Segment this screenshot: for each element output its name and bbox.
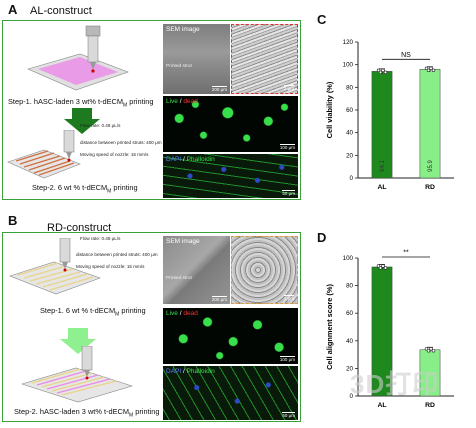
panel-b-step1-label: Step-1. 6 wt % t-dECMM printing	[40, 306, 146, 318]
panel-a-live-dead-image: Live / dead 100 μm	[163, 96, 298, 152]
printer-illustration-a-step1	[27, 25, 129, 91]
panel-b-printed-strut: Printed strut	[166, 276, 192, 281]
panel-a-phalloidin-label: Phalloidin	[186, 156, 215, 163]
panel-d-data-point	[429, 347, 433, 351]
panel-a-sem-zoom: 2 μm	[231, 24, 298, 94]
panel-a-moving-speed: Moving speed of nozzle: 15 mm/s	[80, 152, 149, 157]
panel-b-title: RD-construct	[47, 222, 112, 234]
panel-b-sem-zoom: 2 μm	[231, 236, 298, 304]
printer-illustration-b-step1	[9, 238, 101, 295]
panel-d-category-label: RD	[425, 402, 435, 409]
panel-d-y-tick-label: 60	[346, 310, 353, 317]
panel-c-data-point	[426, 68, 431, 73]
panel-b-live-dead-image: Live / dead 100 μm	[163, 308, 298, 364]
panel-b-step2-label: Step-2. hASC-laden 3 wt% t-dECMM printin…	[14, 407, 160, 419]
panel-d-y-tick-label: 40	[346, 338, 353, 345]
panel-d-data-point	[378, 266, 383, 270]
panel-c-data-point	[431, 68, 436, 73]
panel-b-dapi-phalloidin-image: DAPI / Phalloidin 50 μm	[163, 366, 298, 420]
panel-d-letter: D	[317, 230, 327, 245]
panel-d-y-axis-title: Cell alignment score (%)	[325, 284, 334, 370]
panel-a-distance: distance between printed struts: 400 μm	[80, 140, 162, 145]
panel-d-y-tick-label: 80	[346, 283, 353, 290]
panel-c-y-tick-label: 20	[346, 152, 353, 159]
panel-b-dapi-label: DAPI	[166, 368, 182, 375]
panel-d-y-tick-label: 100	[343, 255, 354, 262]
panel-a-dead-label: dead	[183, 98, 198, 105]
panel-c-letter: C	[317, 12, 327, 27]
panel-c-chart: 0 20 40 60 80 100 120 Cell viability (%) 94.1 AL 9…	[325, 39, 454, 191]
panel-d-data-point	[381, 264, 385, 268]
watermark-text: 3D打印	[350, 369, 440, 399]
panel-d-data-point	[431, 349, 436, 353]
panel-d-data-point	[383, 266, 388, 270]
panel-a-flow-rate: Flow rate: 0.48 μL/s	[80, 123, 121, 128]
panel-c-y-tick-label: 120	[343, 39, 354, 46]
panel-c-data-point	[383, 70, 388, 75]
panel-a-dapi-label: DAPI	[166, 156, 182, 163]
panel-a-step1-label: Step-1. hASC-laden 3 wt% t-dECMM printin…	[8, 97, 154, 109]
panel-c-category-label: RD	[425, 184, 435, 191]
panel-c-data-point	[378, 70, 383, 75]
panel-a-sem-image: SEM image Printed strut 200 μm	[163, 24, 230, 94]
printer-illustration-b-step2	[20, 346, 134, 403]
panel-b-live-label: Live	[166, 310, 178, 317]
panel-d-y-tick-label: 0	[350, 393, 354, 400]
panel-d-chart: 0 20 40 60 80 100 Cell alignment score (%) AL RD…	[325, 249, 454, 409]
panel-c-y-axis-title: Cell viability (%)	[325, 81, 334, 138]
panel-a-letter: A	[8, 2, 18, 17]
panel-d-significance-label: **	[403, 249, 409, 256]
printer-illustration-a-step2	[7, 130, 81, 179]
panel-c-y-tick-label: 40	[346, 130, 353, 137]
panel-b-moving-speed: Moving speed of nozzle: 15 mm/s	[76, 264, 145, 269]
panel-b-phalloidin-label: Phalloidin	[186, 368, 215, 375]
panel-c-significance-label: NS	[401, 52, 411, 59]
panel-c-value-label: 95.9	[428, 160, 434, 172]
panel-c-data-point	[424, 66, 429, 71]
step-arrow-b-icon	[60, 328, 96, 354]
panel-a-dapi-phalloidin-image: DAPI / Phalloidin 50 μm	[163, 154, 298, 198]
panel-d-data-point	[424, 347, 429, 351]
panel-c-category-label: AL	[377, 184, 386, 191]
panel-b-flow-rate: Flow rate: 0.48 μL/s	[80, 236, 121, 241]
panel-b-dead-label: dead	[183, 310, 198, 317]
panel-c-data-point	[376, 68, 381, 73]
step-arrow-a-icon	[64, 108, 100, 134]
panel-d-category-label: AL	[377, 402, 386, 409]
panel-d-y-tick-label: 20	[346, 365, 353, 372]
panel-c-data-point	[381, 68, 385, 73]
panel-c-value-label: 94.1	[380, 160, 386, 172]
panel-b-sem-image: SEM image Printed strut 200 μm	[163, 236, 230, 304]
panel-c-y-tick-label: 80	[346, 84, 353, 91]
panel-c-y-tick-label: 100	[343, 62, 354, 69]
panel-a-title: AL-construct	[30, 5, 92, 17]
panel-d-data-point	[426, 349, 431, 353]
panel-c-y-tick-label: 60	[346, 107, 353, 114]
panel-d-data-point	[376, 264, 381, 268]
panel-c-y-tick-label: 0	[350, 175, 354, 182]
panel-b-distance: distance between printed struts: 400 μm	[76, 252, 158, 257]
panel-a-printed-strut: Printed strut	[166, 64, 192, 69]
panel-c-data-point	[429, 66, 433, 71]
panel-b-letter: B	[8, 213, 18, 228]
panel-a-live-label: Live	[166, 98, 178, 105]
panel-a-step2-label: Step-2. 6 wt % t-dECMM printing	[32, 183, 138, 195]
